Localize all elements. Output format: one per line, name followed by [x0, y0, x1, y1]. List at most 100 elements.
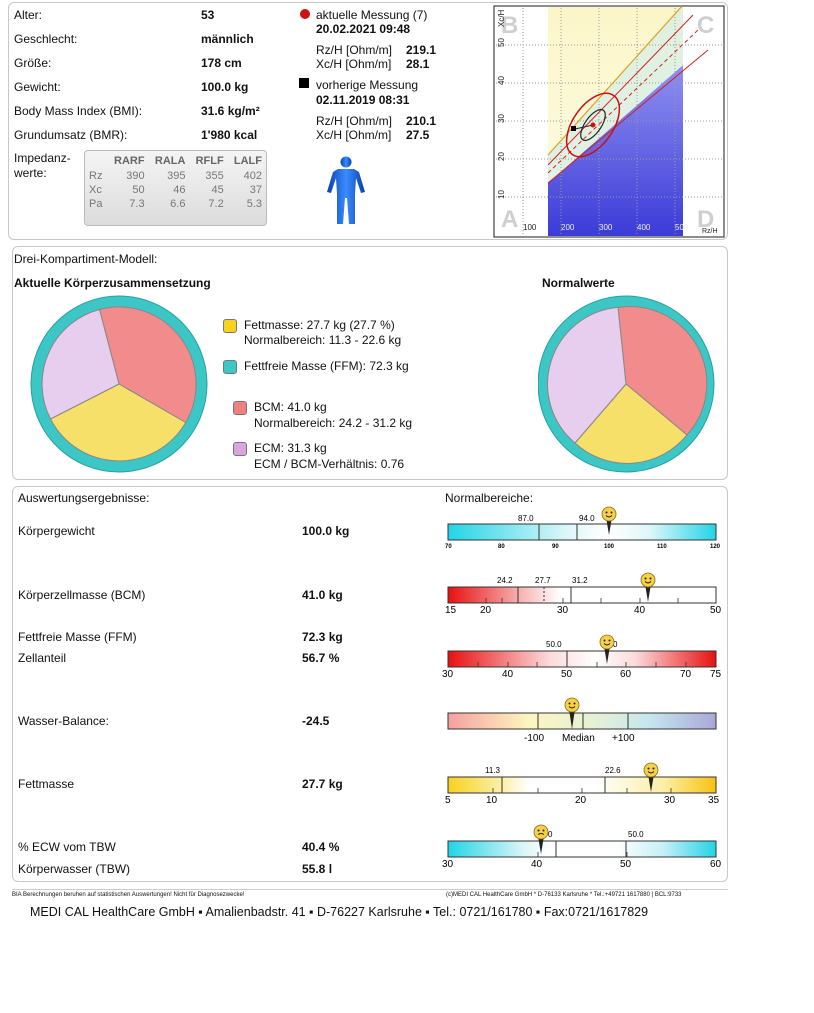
impedance-header-row: RARF RALA RFLF LALF	[85, 151, 266, 169]
impedance-cell: Xc	[89, 184, 102, 196]
body-figure-icon	[327, 156, 365, 224]
impedance-row: Rz 390 395 355 402	[85, 169, 266, 183]
scale-tick: 100	[604, 544, 615, 550]
previous-xc-label: Xc/H [Ohm/m]	[316, 128, 392, 142]
bcm-value: 41.0 kg	[302, 588, 343, 602]
smiley-icon	[564, 697, 580, 729]
scale-tick: 60	[620, 669, 632, 678]
scale-tick: 15	[445, 605, 457, 616]
fat-legend-line2: Normalbereich: 11.3 - 22.6 kg	[244, 333, 402, 347]
fat-legend-swatch	[223, 319, 237, 333]
cell-fraction-label: Zellanteil	[18, 651, 67, 665]
corner-label-c: C	[697, 12, 714, 39]
impedance-header-cell: LALF	[233, 155, 262, 167]
smiley-icon	[533, 824, 549, 854]
impedance-cell: 50	[132, 184, 145, 196]
scale-tick: 30	[442, 669, 454, 678]
scale-tick: 50	[561, 669, 573, 678]
x-axis-label: Rz/H	[702, 228, 718, 235]
scale-tick: 110	[657, 544, 667, 550]
y-axis-label: Xc/H	[497, 9, 506, 27]
current-rz-label: Rz/H [Ohm/m]	[316, 43, 393, 57]
footer-divider	[12, 889, 728, 890]
scale-mark: 94.0	[579, 514, 595, 523]
vector-corner-labels: B C A D	[501, 12, 714, 233]
scale-tick: 90	[552, 544, 559, 550]
y-tick: 20	[497, 152, 506, 161]
footer-company: MEDI CAL HealthCare GmbH ▪ Amalienbadstr…	[30, 905, 649, 919]
current-date: 20.02.2021 09:48	[316, 22, 411, 36]
ecw-tbw-scale: 0 50.0 30 40 50 60	[442, 824, 722, 868]
impedance-table: RARF RALA RFLF LALF Rz 390 395 355 402 X…	[84, 150, 267, 226]
impedance-cell: 395	[167, 170, 186, 182]
current-composition-pie	[30, 295, 208, 473]
ecm-legend-line1: ECM: 31.3 kg	[254, 441, 327, 455]
scale-tick: 35	[708, 795, 720, 806]
current-xc-value: 28.1	[406, 57, 430, 71]
footer-copyright: (c)MEDI CAL HealthCare GmbH * D-76133 Ka…	[446, 892, 682, 898]
fat-slice	[574, 383, 688, 464]
tbw-value: 55.8 l	[302, 862, 333, 876]
current-composition-title: Aktuelle Körperzusammensetzung	[14, 276, 211, 290]
scale-tick: 70	[680, 669, 692, 678]
scale-tick: 30	[557, 605, 569, 616]
bcm-slice	[617, 306, 708, 436]
scale-tick: 120	[710, 544, 721, 550]
previous-date: 02.11.2019 08:31	[316, 93, 410, 107]
impedance-label-2: werte:	[14, 166, 47, 180]
normal-ranges-title: Normalbereiche:	[445, 491, 534, 505]
ecm-slice	[41, 308, 120, 420]
bcm-scale: 24.2 27.7 31.2 15 20 30 40 50	[445, 572, 722, 616]
scale-tick: +100	[612, 733, 635, 744]
impedance-row: Pa 7.3 6.6 7.2 5.3	[85, 197, 266, 211]
bcm-slice	[98, 306, 197, 424]
scale-tick: 60	[710, 859, 722, 868]
impedance-cell: 45	[211, 184, 224, 196]
bcm-legend-swatch	[233, 401, 247, 415]
normal-values-pie	[538, 295, 715, 473]
scale-tick: 50	[620, 859, 632, 868]
impedance-cell: 37	[249, 184, 262, 196]
x-tick: 400	[637, 223, 651, 232]
height-value: 178 cm	[201, 56, 242, 70]
current-xc-label: Xc/H [Ohm/m]	[316, 57, 392, 71]
corner-label-d: D	[697, 206, 714, 233]
y-tick: 40	[497, 76, 506, 85]
scale-mark: 22.6	[605, 766, 621, 775]
smiley-icon	[640, 572, 656, 602]
scale-tick: 40	[634, 605, 646, 616]
scale-tick: 40	[502, 669, 514, 678]
impedance-cell: 6.6	[170, 198, 186, 210]
impedance-cell: 5.3	[246, 198, 262, 210]
age-label: Alter:	[14, 8, 43, 22]
scale-tick: -100	[524, 733, 544, 744]
scale-mark: 87.0	[518, 514, 534, 523]
previous-rz-value: 210.1	[406, 114, 437, 128]
water-balance-scale: -100 Median +100	[447, 697, 717, 744]
current-title: aktuelle Messung (7)	[316, 8, 428, 22]
scale-mark: 24.2	[497, 576, 513, 585]
previous-marker-icon	[299, 78, 309, 88]
gender-label: Geschlecht:	[14, 32, 78, 46]
results-panel	[12, 486, 728, 882]
tbw-label: Körperwasser (TBW)	[18, 862, 131, 876]
scale-tick: 75	[710, 669, 722, 678]
scale-tick: Median	[562, 733, 595, 744]
scale-tick: 10	[486, 795, 498, 806]
y-tick: 50	[497, 38, 506, 47]
x-tick: 200	[561, 223, 575, 232]
scale-tick: 5	[445, 795, 451, 806]
age-value: 53	[201, 8, 215, 22]
ecm-legend-line2: ECM / BCM-Verhältnis: 0.76	[254, 457, 405, 471]
scale-tick: 20	[575, 795, 587, 806]
impedance-cell: 402	[243, 170, 262, 182]
impedance-cell: Rz	[89, 170, 103, 182]
scale-mark: 50.0	[628, 830, 644, 839]
ffm-label: Fettfreie Masse (FFM)	[18, 630, 137, 644]
impedance-header-cell: RARF	[114, 155, 145, 167]
corner-label-b: B	[501, 12, 518, 39]
height-label: Größe:	[14, 56, 52, 70]
scale-tick: 40	[531, 859, 543, 868]
smiley-icon	[601, 506, 617, 535]
bcm-legend-line2: Normalbereich: 24.2 - 31.2 kg	[254, 416, 413, 430]
